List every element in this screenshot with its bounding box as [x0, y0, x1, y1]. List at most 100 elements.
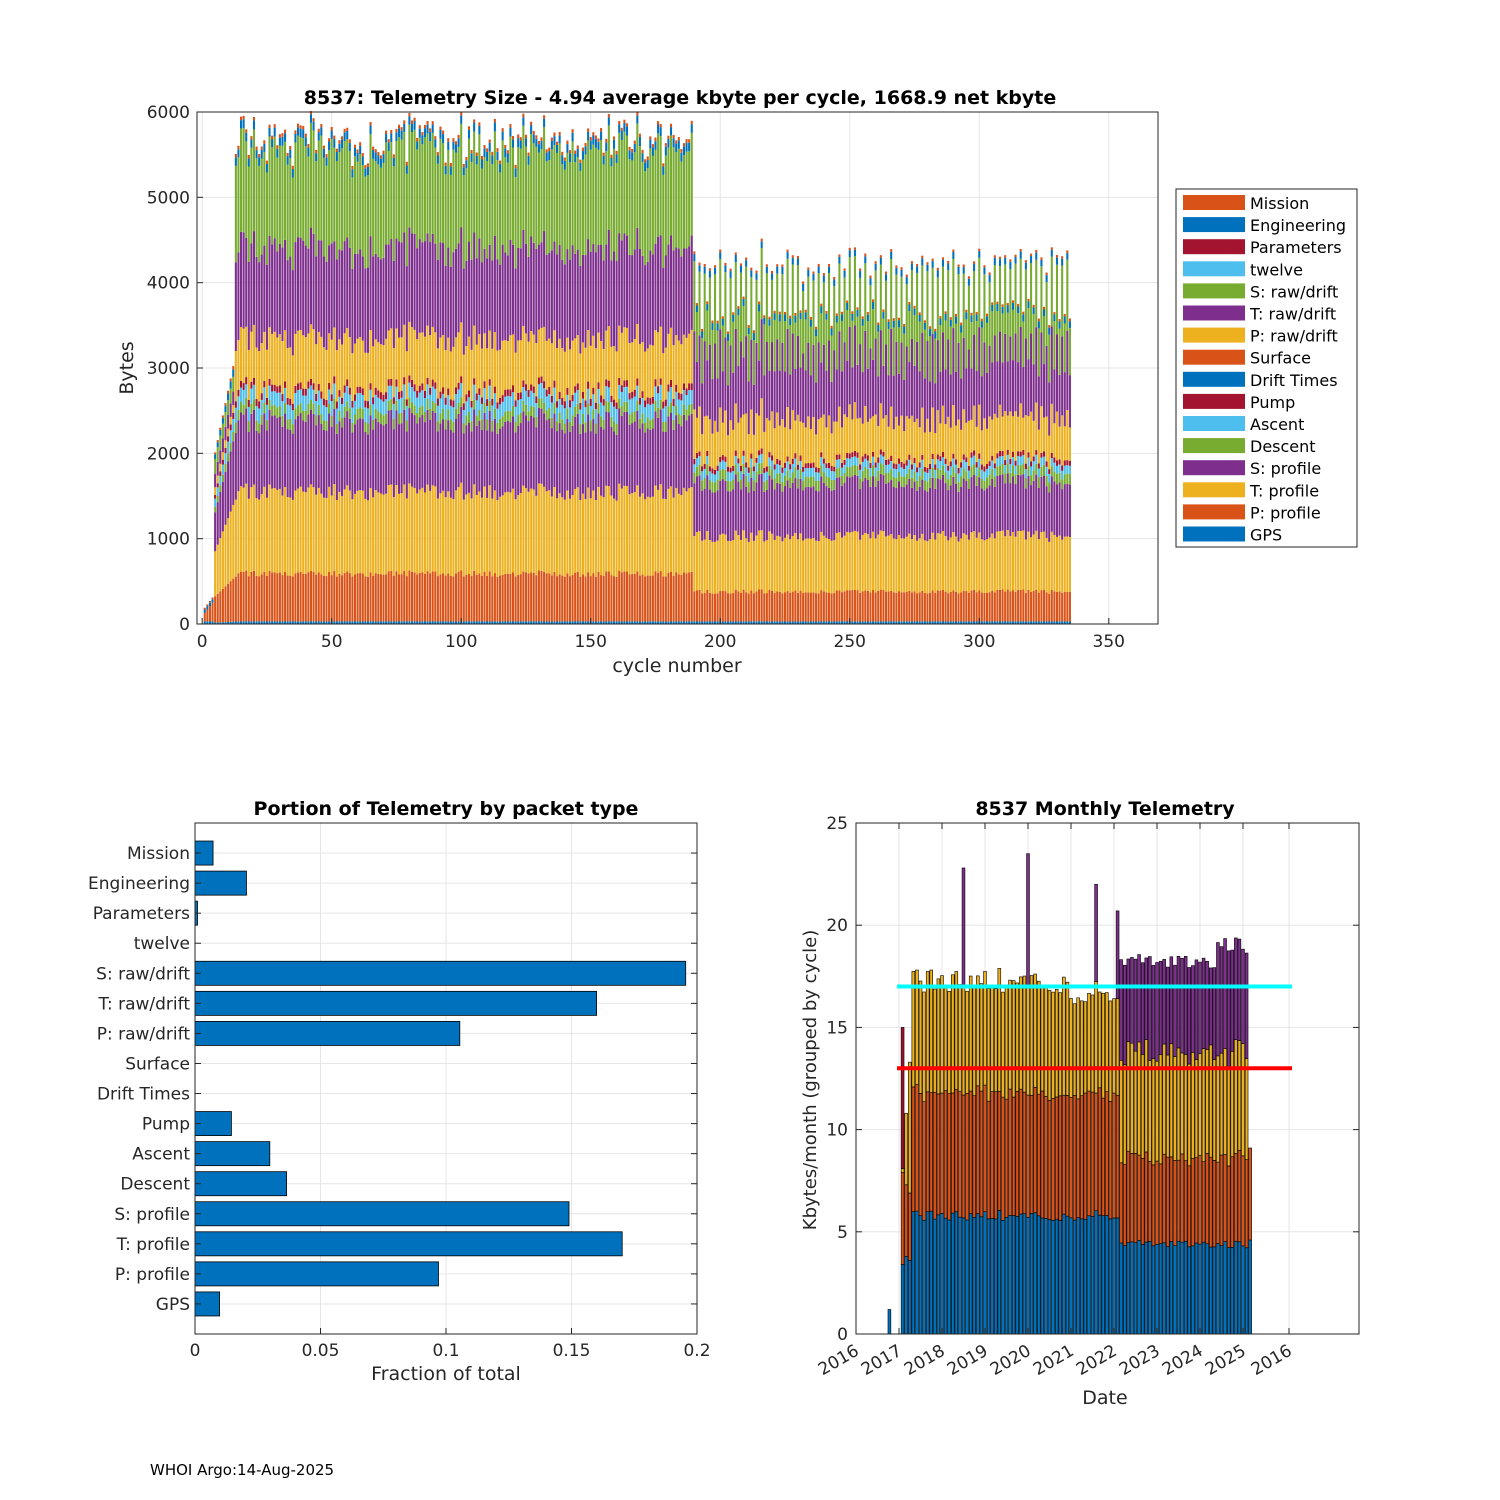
top-bar-segment: [726, 593, 730, 622]
top-bar-segment: [685, 491, 688, 574]
top-bar-segment: [716, 465, 719, 471]
br-month-bar: [1072, 1219, 1077, 1335]
top-bar-segment: [897, 621, 900, 624]
top-bar-segment: [605, 330, 608, 380]
top-bar-segment: [410, 621, 414, 624]
top-bar-segment: [804, 468, 807, 477]
br-month-bar: [1019, 1213, 1023, 1335]
top-bar-segment: [716, 621, 719, 624]
top-bar-segment: [315, 415, 318, 426]
top-bar-segment: [613, 406, 616, 422]
top-bar-segment: [921, 407, 924, 455]
br-month-bar: [900, 1264, 905, 1335]
top-bar-segment: [219, 450, 222, 464]
top-bar-segment: [628, 254, 631, 344]
top-bar-segment: [245, 377, 248, 385]
top-bar-segment: [913, 365, 916, 423]
legend-label: GPS: [1250, 526, 1282, 545]
top-bar-segment: [765, 466, 768, 472]
top-bar-segment: [369, 572, 372, 622]
top-bar-segment: [320, 240, 323, 337]
top-bar-segment: [659, 384, 662, 400]
top-bar-segment: [1045, 537, 1048, 593]
br-month-bar: [936, 1214, 941, 1335]
top-bar-segment: [677, 140, 680, 149]
top-bar-segment: [483, 381, 486, 389]
br-month-bar: [1137, 1240, 1141, 1335]
top-bar-segment: [840, 592, 844, 622]
top-bar-segment: [804, 538, 807, 593]
top-bar-segment: [278, 416, 281, 489]
top-bar-segment: [566, 408, 569, 420]
top-bar-segment: [496, 576, 499, 622]
top-bar-segment: [763, 481, 766, 492]
top-bar-segment: [403, 399, 406, 410]
br-month-bar: [933, 988, 937, 1093]
top-bar-segment: [641, 391, 644, 398]
top-bar-segment: [825, 476, 828, 487]
top-bar-segment: [651, 418, 654, 429]
top-bar-segment: [908, 301, 911, 305]
top-bar-segment: [812, 486, 815, 538]
top-bar-segment: [540, 398, 543, 409]
top-bar-segment: [1053, 534, 1056, 592]
top-bar-segment: [276, 386, 279, 393]
top-bar-segment: [812, 476, 815, 487]
top-bar-segment: [574, 253, 577, 339]
top-bar-segment: [882, 464, 885, 476]
top-bar-segment: [724, 456, 727, 462]
top-bar-segment: [929, 326, 932, 329]
top-bar-segment: [462, 409, 465, 424]
top-bar-segment: [794, 453, 797, 459]
bl-category-label: twelve: [134, 934, 190, 954]
top-bar-segment: [840, 467, 844, 477]
top-bar-segment: [667, 384, 670, 392]
top-bar-segment: [796, 469, 799, 479]
top-bar-segment: [861, 481, 864, 535]
br-month-bar: [968, 1213, 973, 1335]
top-bar-segment: [913, 463, 916, 472]
top-bar-segment: [302, 491, 305, 574]
top-bar-segment: [597, 388, 600, 404]
top-bar-segment: [423, 241, 426, 337]
top-bar-segment: [1001, 621, 1004, 624]
top-bar-segment: [975, 537, 978, 593]
top-bar-segment: [506, 255, 509, 342]
top-bar-segment: [556, 141, 559, 145]
top-bar-segment: [809, 538, 812, 593]
top-bar-segment: [721, 325, 724, 372]
top-bar-segment: [828, 538, 831, 593]
top-bar-segment: [219, 475, 222, 486]
top-bar-segment: [820, 313, 823, 363]
top-bar-segment: [258, 499, 261, 577]
top-bar-segment: [879, 330, 882, 404]
top-bar-segment: [903, 592, 906, 622]
br-month-bar: [1097, 1087, 1102, 1216]
top-bar-segment: [537, 152, 540, 245]
top-bar-segment: [960, 332, 963, 379]
top-bar-segment: [317, 331, 320, 384]
top-bar-segment: [892, 375, 895, 430]
top-bar-segment: [488, 151, 491, 245]
top-bar-segment: [654, 400, 657, 412]
top-bar-segment: [724, 461, 727, 470]
top-bar-segment: [916, 621, 919, 624]
top-bar-segment: [540, 376, 543, 384]
top-bar-segment: [1050, 466, 1053, 477]
top-bar-segment: [939, 423, 942, 457]
top-bar-segment: [900, 486, 903, 539]
top-bar-segment: [309, 385, 313, 400]
top-bar-segment: [584, 400, 587, 408]
top-bar-segment: [949, 466, 952, 475]
top-bar-segment: [240, 380, 243, 388]
top-bar-segment: [353, 147, 357, 157]
br-month-bar: [1194, 1059, 1199, 1159]
top-bar-segment: [944, 311, 947, 314]
top-bar-segment: [952, 405, 955, 454]
top-bar-segment: [768, 319, 771, 326]
top-bar-segment: [486, 160, 489, 259]
br-month-bar: [1105, 992, 1109, 1092]
top-bar-segment: [892, 592, 895, 622]
top-bar-segment: [379, 344, 382, 393]
top-bar-segment: [781, 491, 784, 542]
